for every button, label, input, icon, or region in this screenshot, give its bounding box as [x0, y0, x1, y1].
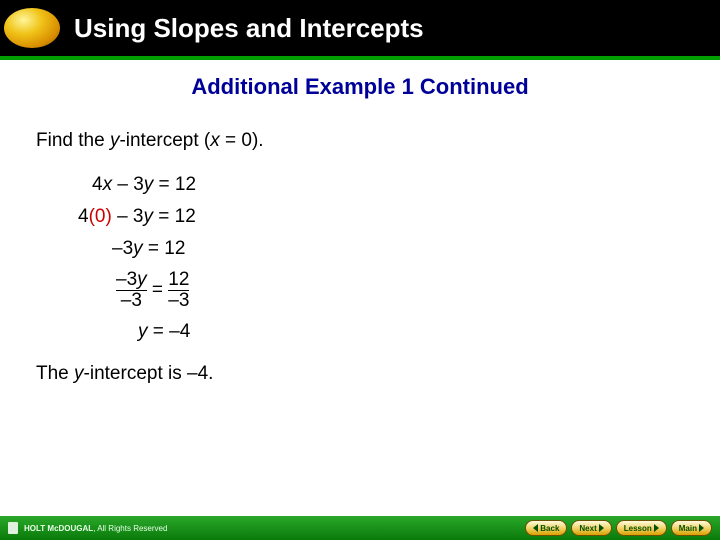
- conc-a: The: [36, 363, 74, 384]
- header-accent-bar: [0, 56, 720, 60]
- copyright: HOLT McDOUGAL, All Rights Reserved: [8, 522, 167, 534]
- frac-left-bot: –3: [116, 290, 147, 311]
- l3-b: y: [133, 238, 143, 259]
- subheader-text: Additional Example 1 Continued: [191, 74, 528, 99]
- l2-b: (0): [89, 206, 112, 227]
- next-label: Next: [579, 524, 596, 533]
- chevron-left-icon: [533, 524, 538, 532]
- copyright-text: HOLT McDOUGAL, All Rights Reserved: [24, 524, 167, 533]
- l4-top-b: y: [137, 269, 147, 290]
- back-label: Back: [540, 524, 559, 533]
- main-label: Main: [679, 524, 697, 533]
- instruction-var-x: x: [210, 130, 220, 151]
- back-button[interactable]: Back: [525, 520, 567, 536]
- frac-right-bot: –3: [168, 290, 189, 311]
- instruction-var-y: y: [110, 130, 120, 151]
- equation-line-5: y = –4: [78, 321, 684, 343]
- main-button[interactable]: Main: [671, 520, 712, 536]
- equation-line-2: 4(0) – 3y = 12: [78, 206, 684, 228]
- l4-eq: =: [147, 279, 169, 300]
- lesson-label: Lesson: [624, 524, 652, 533]
- l2-a: 4: [78, 206, 89, 227]
- subheader: Additional Example 1 Continued: [0, 74, 720, 100]
- l3-a: –3: [112, 238, 133, 259]
- conc-b: y: [74, 363, 84, 384]
- copyright-suffix: , All Rights Reserved: [93, 524, 167, 533]
- l3-c: = 12: [143, 238, 186, 259]
- instruction-mid: -intercept (: [119, 130, 210, 151]
- l4-top-a: –3: [116, 269, 137, 290]
- publisher-logo-icon: [8, 522, 18, 534]
- equation-line-4: –3y –3 = 12 –3: [78, 270, 684, 311]
- lesson-button[interactable]: Lesson: [616, 520, 667, 536]
- chevron-right-icon: [699, 524, 704, 532]
- equation-line-1: 4x – 3y = 12: [78, 174, 684, 196]
- copyright-brand: HOLT McDOUGAL: [24, 524, 93, 533]
- math-work: 4x – 3y = 12 4(0) – 3y = 12 –3y = 12 –3y…: [36, 174, 684, 343]
- slide-header: Using Slopes and Intercepts: [0, 0, 720, 56]
- l2-c: – 3: [112, 206, 144, 227]
- instruction-text: Find the y-intercept (x = 0).: [36, 130, 684, 152]
- frac-left-top: –3y: [116, 270, 147, 290]
- chevron-right-icon: [599, 524, 604, 532]
- l1-b: x: [103, 174, 113, 195]
- fraction-left: –3y –3: [116, 270, 147, 311]
- fraction-right: 12 –3: [168, 270, 189, 311]
- l1-c: – 3: [112, 174, 144, 195]
- l1-a: 4: [92, 174, 103, 195]
- l2-e: = 12: [153, 206, 196, 227]
- l5-a: y: [138, 321, 148, 342]
- header-title: Using Slopes and Intercepts: [74, 13, 424, 44]
- equation-line-3: –3y = 12: [78, 238, 684, 260]
- l1-d: y: [144, 174, 154, 195]
- l2-d: y: [144, 206, 154, 227]
- instruction-post: = 0).: [220, 130, 264, 151]
- frac-right-top: 12: [168, 270, 189, 290]
- conclusion-text: The y-intercept is –4.: [36, 363, 684, 385]
- header-oval-icon: [4, 8, 60, 48]
- nav-button-group: Back Next Lesson Main: [525, 520, 712, 536]
- next-button[interactable]: Next: [571, 520, 611, 536]
- instruction-pre: Find the: [36, 130, 110, 151]
- l1-e: = 12: [153, 174, 196, 195]
- l5-b: = –4: [148, 321, 191, 342]
- slide-footer: HOLT McDOUGAL, All Rights Reserved Back …: [0, 516, 720, 540]
- conc-c: -intercept is –4.: [84, 363, 214, 384]
- slide-content: Find the y-intercept (x = 0). 4x – 3y = …: [0, 100, 720, 385]
- chevron-right-icon: [654, 524, 659, 532]
